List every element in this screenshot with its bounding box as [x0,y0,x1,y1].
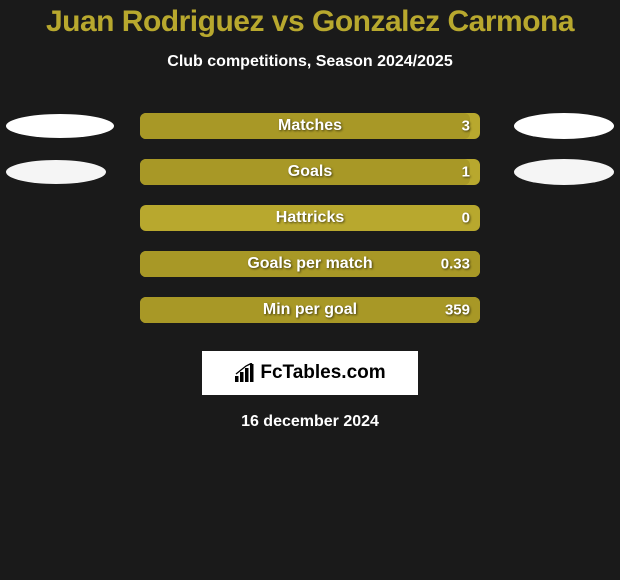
stat-label: Matches [278,117,342,135]
bar-chart-icon [234,363,256,383]
stat-bar: Hattricks 0 [140,205,480,231]
stat-row: Goals per match 0.33 [0,241,620,287]
stat-bar: Matches 3 [140,113,480,139]
stat-label: Goals [288,163,332,181]
stat-row: Goals 1 [0,149,620,195]
stat-value: 0 [462,210,470,227]
stat-row: Min per goal 359 [0,287,620,333]
left-player-icon [6,114,114,138]
stats-area: Matches 3 Goals 1 Hattricks 0 Goals per match 0… [0,103,620,333]
stat-value: 3 [462,118,470,135]
logo-text: FcTables.com [260,362,385,384]
stat-label: Goals per match [247,255,372,273]
date-label: 16 december 2024 [0,413,620,431]
stat-value: 0.33 [441,256,470,273]
right-player-icon [514,113,614,139]
comparison-widget: Juan Rodriguez vs Gonzalez Carmona Club … [0,0,620,431]
stat-bar: Goals 1 [140,159,480,185]
stat-row: Matches 3 [0,103,620,149]
page-title: Juan Rodriguez vs Gonzalez Carmona [0,5,620,39]
left-player-icon [6,160,106,184]
stat-bar: Min per goal 359 [140,297,480,323]
stat-value: 359 [445,302,470,319]
stat-bar: Goals per match 0.33 [140,251,480,277]
stat-value: 1 [462,164,470,181]
right-player-icon [514,159,614,185]
logo-box[interactable]: FcTables.com [202,351,418,395]
subtitle: Club competitions, Season 2024/2025 [0,53,620,71]
stat-row: Hattricks 0 [0,195,620,241]
stat-label: Min per goal [263,301,357,319]
stat-label: Hattricks [276,209,344,227]
